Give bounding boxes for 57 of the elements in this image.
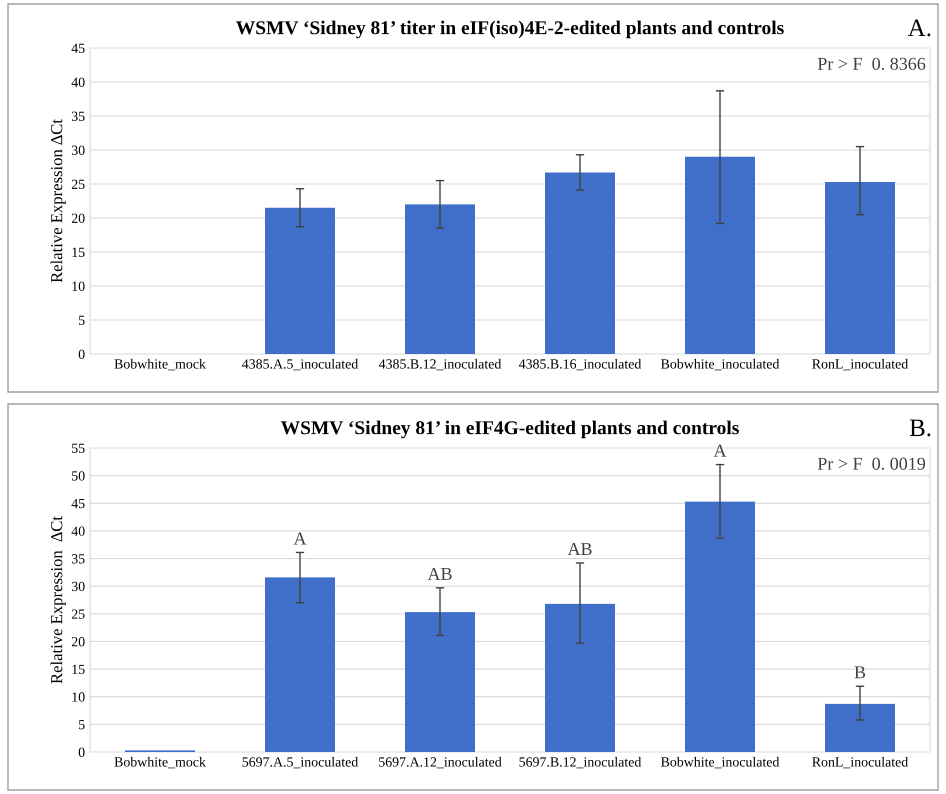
y-tick-label: 10: [72, 692, 85, 702]
y-axis-title: Relative Expression ∆Ct: [50, 516, 66, 684]
y-tick-label: 15: [72, 248, 85, 257]
bar: [685, 156, 755, 354]
annotation: AB: [428, 568, 452, 580]
y-tick-label: 20: [72, 214, 85, 223]
bar: [825, 704, 895, 752]
text: B.: [910, 420, 930, 436]
x-tick-label: 5697.A.5_inoculated: [242, 756, 358, 768]
y-tick-label: 40: [72, 526, 85, 536]
annotation: A: [714, 444, 726, 457]
x-tick-label: 4385.B.12_inoculated: [378, 358, 502, 370]
x-tick-label: RonL_inoculated: [812, 756, 908, 768]
bar: [405, 612, 475, 752]
y-tick-label: 50: [72, 471, 85, 481]
y-tick-label: 25: [72, 180, 85, 189]
y-tick-label: 35: [72, 554, 85, 564]
bar: [545, 172, 615, 354]
y-tick-label: 45: [72, 498, 85, 508]
bar: [265, 577, 335, 752]
annotation: A: [294, 532, 306, 544]
x-tick-label: Bobwhite_inoculated: [660, 358, 780, 370]
bar: [405, 204, 475, 354]
y-tick-label: 45: [72, 44, 85, 53]
y-tick-label: 0: [78, 748, 85, 757]
x-tick-label: 4385.B.16_inoculated: [518, 358, 642, 370]
y-tick-label: 25: [72, 609, 85, 619]
annotation: AB: [568, 543, 592, 556]
bar: [685, 502, 755, 752]
x-tick-label: Bobwhite_mock: [114, 358, 206, 370]
x-tick-label: Bobwhite_inoculated: [660, 756, 780, 768]
x-tick-label: Bobwhite_mock: [114, 756, 206, 768]
y-tick-label: 55: [72, 444, 85, 453]
y-tick-label: 20: [72, 637, 85, 646]
annotation: B: [854, 666, 866, 678]
y-tick-label: 40: [72, 78, 85, 87]
bar: [825, 182, 895, 354]
y-tick-label: 30: [72, 582, 85, 592]
y-axis-title: Relative Expression ∆Ct: [50, 119, 66, 282]
y-tick-label: 35: [72, 112, 85, 121]
x-tick-label: 5697.B.12_inoculated: [519, 756, 642, 768]
y-tick-label: 15: [72, 664, 85, 674]
annotation: Pr > F 0. 0019: [818, 458, 926, 470]
y-tick-label: 10: [72, 282, 85, 291]
y-tick-label: 0: [78, 350, 85, 359]
annotation: Pr > F 0. 8366: [818, 58, 926, 70]
text: A.: [908, 20, 930, 36]
bar: [545, 604, 615, 752]
y-tick-label: 5: [79, 720, 85, 730]
x-tick-label: 5697.A.12_inoculated: [379, 756, 502, 768]
chart-title: WSMV ‘Sidney 81’ titer in eIF(iso)4E-2-edited plants and controls: [236, 20, 784, 38]
chart-title: WSMV ‘Sidney 81’ in eIF4G-edited plants and controls: [280, 420, 739, 438]
y-tick-label: 5: [79, 316, 85, 325]
x-tick-label: RonL_inoculated: [812, 358, 908, 370]
x-tick-label: 4385.A.5_inoculated: [242, 358, 358, 370]
y-tick-label: 30: [72, 146, 85, 155]
bar: [265, 208, 335, 354]
